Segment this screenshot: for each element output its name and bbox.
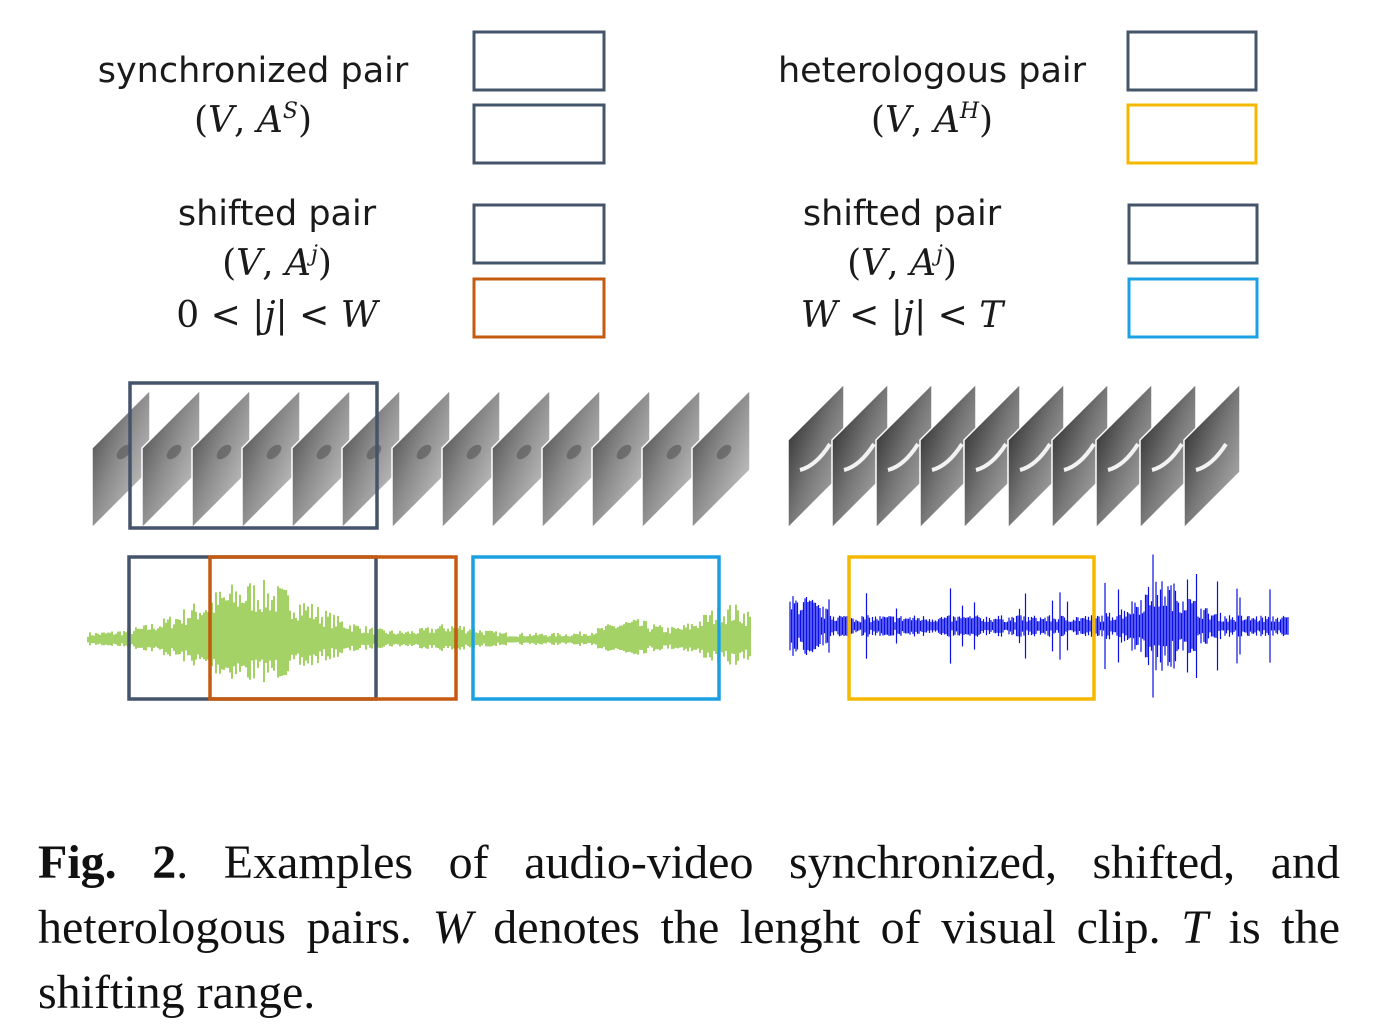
video-frame (491, 388, 551, 530)
legend-shifted-far: shifted pair (V, Aj) W < |j| < T (801, 194, 1259, 339)
caption-text-2: denotes the lenght of visual clip. (472, 901, 1182, 954)
video-frame (1095, 382, 1153, 530)
sync-audio-box (472, 103, 606, 165)
video-frame (541, 388, 601, 530)
shift-near-audio-box (472, 277, 606, 339)
shift-near-audio-window (208, 555, 458, 701)
shift-far-audio-box (1127, 277, 1259, 339)
hetero-audio-box (1126, 103, 1258, 165)
shift-far-video-box (1127, 203, 1259, 265)
figure-diagram: synchronized pair (V, AS) heterologous p… (87, 30, 1289, 701)
sync-formula: (V, AS) (194, 99, 312, 141)
hetero-audio-window (847, 555, 1096, 701)
video-frame (641, 388, 701, 530)
video-frame (241, 388, 301, 530)
video-frame (1051, 382, 1109, 530)
video-frame (591, 388, 651, 530)
waveform-left (87, 579, 751, 683)
video-frames-left (91, 388, 751, 530)
sync-video-box (472, 30, 606, 92)
video-frame (787, 382, 845, 530)
waveform-right (789, 554, 1289, 698)
shift-far-formula: (V, Aj) (847, 242, 957, 284)
video-frame (141, 388, 201, 530)
video-frame (919, 382, 977, 530)
shift-near-formula: (V, Aj) (222, 242, 332, 284)
video-frame (1007, 382, 1065, 530)
video-frame (963, 382, 1021, 530)
figure-caption: Fig. 2. Examples of audio-video synchron… (38, 830, 1340, 1025)
shift-far-condition: W < |j| < T (801, 295, 1007, 336)
hetero-title: heterologous pair (778, 51, 1087, 91)
video-frames-right (787, 382, 1241, 530)
video-frame (1183, 382, 1241, 530)
shift-near-title: shifted pair (178, 194, 377, 234)
video-frame (441, 388, 501, 530)
hetero-formula: (V, AH) (871, 99, 993, 141)
shift-near-condition: 0 < |j| < W (176, 295, 380, 336)
hetero-video-box (1126, 30, 1258, 92)
video-frame (391, 388, 451, 530)
video-frame (291, 388, 351, 530)
caption-text-3: is the shifting range. (38, 901, 1341, 1019)
shift-near-video-box (472, 203, 606, 265)
video-frame (831, 382, 889, 530)
legend-heterologous: heterologous pair (V, AH) (778, 30, 1258, 165)
sync-title: synchronized pair (98, 51, 409, 91)
legend-synchronized: synchronized pair (V, AS) (98, 30, 606, 165)
video-frame (191, 388, 251, 530)
video-frame (875, 382, 933, 530)
caption-text-1: . Examples of audio-video synchronized, … (38, 836, 1341, 954)
legend-shifted-near: shifted pair (V, Aj) 0 < |j| < W (176, 194, 606, 339)
video-frame (1139, 382, 1197, 530)
video-frame (691, 388, 751, 530)
caption-t: T (1181, 901, 1208, 954)
caption-label: Fig. 2 (38, 836, 177, 889)
sync-video-window (128, 381, 379, 530)
caption-w: W (432, 901, 473, 954)
shift-far-audio-window (471, 555, 721, 701)
shift-far-title: shifted pair (803, 194, 1002, 234)
